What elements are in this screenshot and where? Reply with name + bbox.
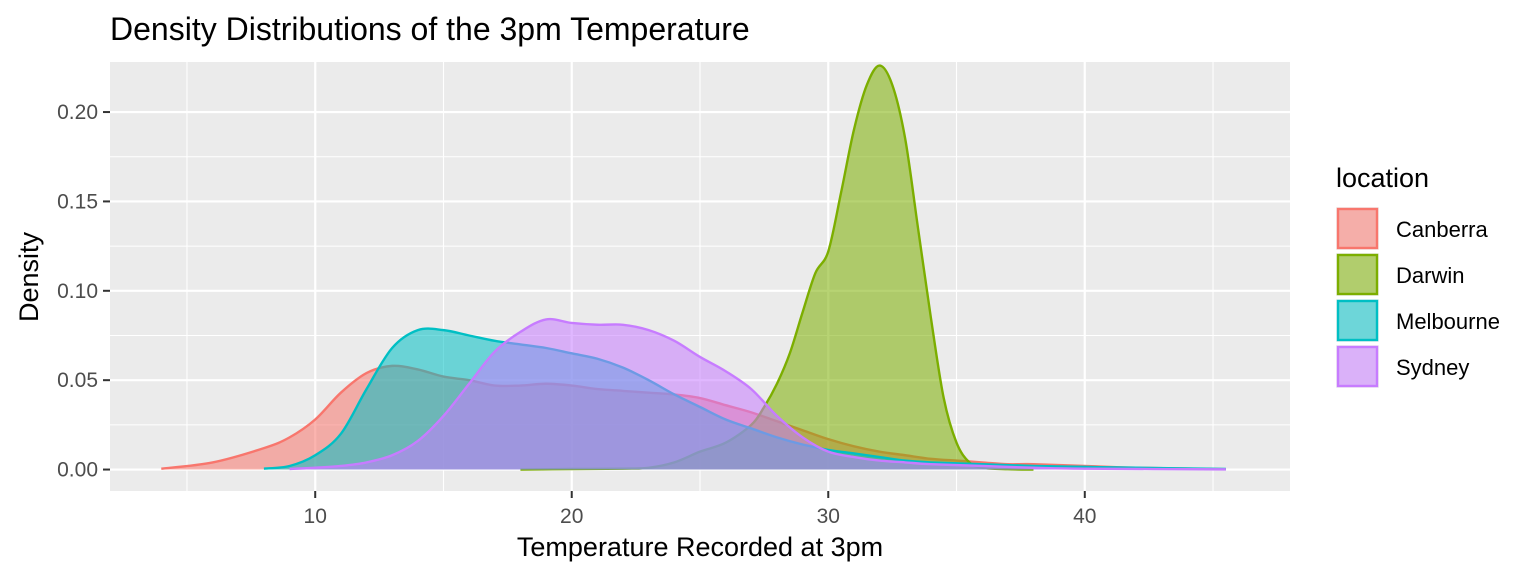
legend-item-canberra: Canberra (1336, 207, 1488, 250)
legend-swatch-darwin (1336, 253, 1379, 296)
y-tick-label: 0.05 (57, 369, 98, 392)
legend-swatch-melbourne (1336, 299, 1379, 342)
x-tick-label: 30 (817, 505, 840, 528)
x-tick-label: 20 (560, 505, 583, 528)
chart-title: Density Distributions of the 3pm Tempera… (110, 11, 750, 47)
density-line-sydney (289, 317, 1226, 471)
y-tick-label: 0.15 (57, 190, 98, 213)
x-tick-label: 40 (1073, 505, 1096, 528)
density-series (161, 64, 1226, 471)
y-tick-label: 0.10 (57, 280, 98, 303)
density-area-darwin (520, 65, 1034, 470)
legend-item-darwin: Darwin (1336, 253, 1464, 296)
legend-items: Canberra Darwin Melbourne Sydney (1336, 207, 1500, 388)
density-area-sydney (289, 319, 1226, 470)
legend-item-sydney: Sydney (1336, 345, 1469, 388)
legend-swatch-canberra (1336, 207, 1379, 250)
y-axis-title: Density (14, 231, 44, 322)
legend-swatch-sydney (1336, 345, 1379, 388)
x-tick-label: 10 (304, 505, 327, 528)
y-axis: 0.00 0.05 0.10 0.15 0.20 (57, 101, 110, 482)
minor-gridlines (110, 62, 1290, 491)
legend-item-melbourne: Melbourne (1336, 299, 1500, 342)
x-axis: 10 20 30 40 (304, 491, 1096, 528)
y-tick-label: 0.20 (57, 101, 98, 124)
legend-label-darwin: Darwin (1396, 263, 1464, 288)
legend: location Canberra Darwin Melbourne Sydney (1336, 163, 1500, 388)
legend-label-melbourne: Melbourne (1396, 309, 1500, 334)
legend-title: location (1336, 163, 1429, 193)
legend-label-canberra: Canberra (1396, 217, 1488, 242)
legend-label-sydney: Sydney (1396, 355, 1469, 380)
x-axis-title: Temperature Recorded at 3pm (517, 532, 883, 562)
y-tick-label: 0.00 (57, 459, 98, 482)
